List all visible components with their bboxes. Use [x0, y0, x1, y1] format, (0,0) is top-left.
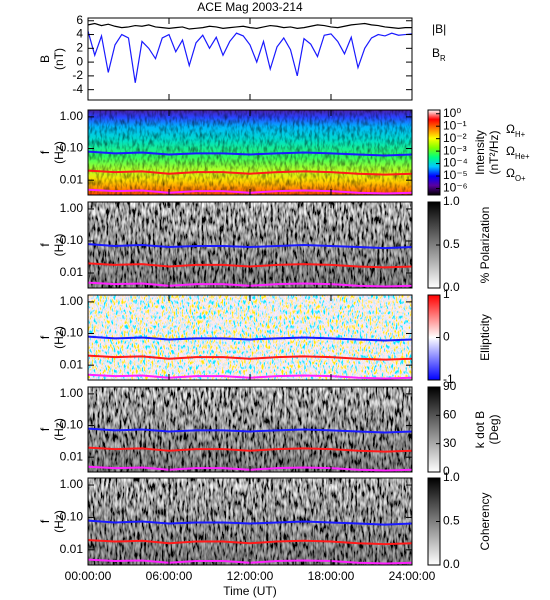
- x-axis-label: Time (UT): [223, 584, 277, 598]
- y-axis-label: f: [38, 243, 52, 247]
- colorbar-tick-label: 1: [443, 287, 450, 301]
- y-tick-label: 0.01: [60, 265, 84, 279]
- y-axis-label: (Hz): [52, 326, 66, 349]
- colorbar-tick-label: 30: [443, 436, 457, 450]
- plot-area: [88, 387, 412, 472]
- y-axis-label: f: [38, 427, 52, 431]
- y-tick-label: 6: [76, 13, 83, 27]
- x-tick-label: 12:00:00: [227, 569, 274, 583]
- colorbar-label: Intensity: [473, 130, 487, 175]
- x-tick-label: 06:00:00: [146, 569, 193, 583]
- colorbar-tick-label: 60: [443, 408, 457, 422]
- plot-area: [88, 22, 412, 83]
- legend-label: ΩH+: [506, 122, 526, 139]
- y-tick-label: 2: [76, 40, 83, 54]
- colorbar-tick-label: 0: [443, 464, 450, 478]
- y-axis-label: (Hz): [52, 510, 66, 533]
- colorbar-tick-label: 0.0: [443, 557, 460, 571]
- y-tick-label: 0.10: [60, 141, 84, 155]
- series-line: [88, 262, 412, 269]
- colorbar-tick-label: 10⁻⁶: [443, 181, 468, 195]
- y-tick-label: -4: [72, 82, 83, 96]
- y-tick-label: 1.00: [60, 201, 84, 215]
- y-axis-label: f: [38, 335, 52, 339]
- series-line: [88, 354, 412, 361]
- x-tick-label: 18:00:00: [308, 569, 355, 583]
- colorbar-label: k dot B: [473, 411, 487, 448]
- colorbar-tick-label: 0.0: [443, 280, 460, 294]
- y-tick-label: 1.00: [60, 294, 84, 308]
- series-line: [88, 519, 412, 526]
- legend-label: ΩO+: [506, 166, 526, 183]
- y-tick-label: 0.10: [60, 326, 84, 340]
- y-tick-label: 4: [76, 27, 83, 41]
- colorbar-tick-label: 10⁻⁵: [443, 168, 468, 182]
- colorbar-tick-label: 0: [443, 330, 450, 344]
- legend-label: |B|: [432, 22, 446, 36]
- y-axis-label: f: [38, 150, 52, 154]
- y-tick-label: 1.00: [60, 109, 84, 123]
- legend-label: BR: [432, 46, 446, 63]
- x-tick-label: 00:00:00: [65, 569, 112, 583]
- y-axis-label: B: [38, 55, 52, 63]
- y-tick-label: 1.00: [60, 386, 84, 400]
- series-line: [88, 169, 412, 176]
- series-line: [88, 243, 412, 250]
- series-line: [88, 22, 412, 30]
- plot-area: [88, 202, 412, 288]
- axes-frame: [87, 17, 413, 101]
- y-axis-label: (nT): [52, 48, 66, 70]
- colorbar-tick-label: 0.5: [443, 514, 460, 528]
- colorbar-tick-label: 10⁻³: [443, 143, 467, 157]
- plot-area: [88, 110, 412, 195]
- plot-area: [88, 478, 412, 565]
- y-tick-label: 0.10: [60, 418, 84, 432]
- y-tick-label: 0.01: [60, 449, 84, 463]
- y-axis-label: (Hz): [52, 418, 66, 441]
- series-line: [88, 427, 412, 434]
- colorbar-tick-label: 0.5: [443, 237, 460, 251]
- series-line: [88, 150, 412, 157]
- colorbar-tick-label: 10⁻²: [443, 131, 467, 145]
- series-line: [88, 446, 412, 453]
- plot-area: [88, 295, 412, 380]
- y-tick-label: 0.01: [60, 172, 84, 186]
- colorbar-tick-label: 1.0: [443, 470, 460, 484]
- y-tick-label: 0.10: [60, 233, 84, 247]
- series-line: [88, 30, 412, 83]
- y-axis-label: (Hz): [52, 234, 66, 257]
- colorbar-label: (nT²/Hz): [487, 131, 501, 175]
- colorbar-label: Ellipticity: [478, 314, 492, 361]
- chart-title: ACE Mag 2003-214: [197, 0, 303, 14]
- colorbar-tick-label: 1.0: [443, 194, 460, 208]
- y-tick-label: 0.01: [60, 357, 84, 371]
- colorbar-tick-label: 10⁻¹: [443, 118, 467, 132]
- series-line: [88, 335, 412, 342]
- legend-label: ΩHe+: [506, 144, 530, 161]
- y-axis-label: (Hz): [52, 141, 66, 164]
- y-tick-label: 0: [76, 54, 83, 68]
- colorbar: [427, 109, 441, 196]
- colorbar-label: Coherency: [478, 492, 492, 550]
- y-tick-label: 0.01: [60, 542, 84, 556]
- y-tick-label: -2: [72, 68, 83, 82]
- colorbar-label: % Polarization: [478, 207, 492, 284]
- series-line: [88, 539, 412, 546]
- y-tick-label: 0.10: [60, 510, 84, 524]
- colorbar-label: (Deg): [487, 414, 501, 444]
- x-tick-label: 24:00:00: [389, 569, 436, 583]
- y-axis-label: f: [38, 519, 52, 523]
- colorbar-tick-label: 10⁰: [443, 106, 461, 120]
- colorbar-tick-label: 10⁻⁴: [443, 156, 468, 170]
- colorbar-tick-label: 90: [443, 379, 457, 393]
- y-tick-label: 1.00: [60, 477, 84, 491]
- colorbar: [427, 386, 441, 473]
- colorbar-tick-label: -1: [443, 372, 454, 386]
